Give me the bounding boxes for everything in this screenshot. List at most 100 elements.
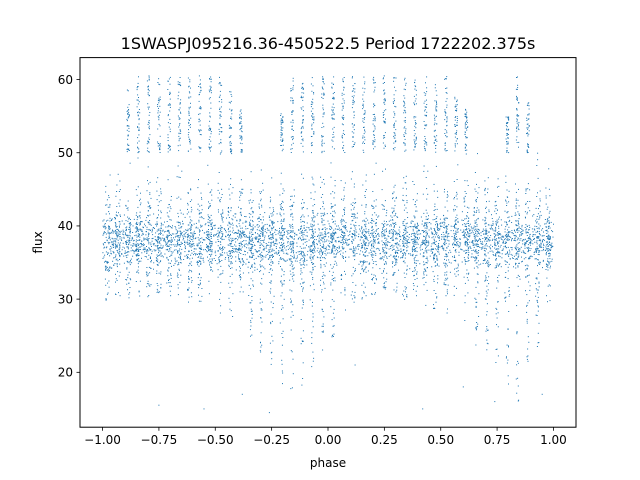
data-point xyxy=(232,227,234,229)
data-point xyxy=(179,177,181,178)
data-point xyxy=(320,263,322,265)
data-point xyxy=(332,246,334,248)
data-point xyxy=(149,230,151,231)
data-point xyxy=(220,228,222,230)
data-point xyxy=(482,246,484,248)
data-point xyxy=(325,248,327,250)
data-point xyxy=(177,242,179,244)
data-point xyxy=(211,236,212,238)
data-point xyxy=(191,280,193,281)
data-point xyxy=(469,247,471,249)
data-point xyxy=(237,239,239,241)
data-point xyxy=(331,275,333,277)
data-point xyxy=(400,257,402,259)
data-point xyxy=(412,228,414,230)
data-point xyxy=(147,86,149,88)
data-point xyxy=(378,235,380,237)
data-point xyxy=(127,148,129,150)
data-point xyxy=(194,238,196,240)
data-point xyxy=(252,228,254,230)
data-point xyxy=(175,227,177,229)
data-point xyxy=(392,222,394,224)
data-point xyxy=(237,230,239,232)
data-point xyxy=(148,151,150,153)
data-point xyxy=(448,240,450,242)
data-point xyxy=(314,239,315,241)
data-point xyxy=(231,222,233,224)
data-point xyxy=(445,239,447,241)
data-point xyxy=(322,77,324,79)
data-point xyxy=(533,238,535,240)
data-point xyxy=(321,239,323,241)
data-point xyxy=(333,246,335,248)
data-point xyxy=(179,118,181,120)
data-point xyxy=(116,226,118,227)
data-point xyxy=(425,240,427,242)
data-point xyxy=(130,247,132,249)
data-point xyxy=(113,257,115,259)
data-point xyxy=(395,259,397,261)
data-point xyxy=(135,250,137,252)
data-point xyxy=(302,236,304,238)
data-point xyxy=(147,106,149,108)
data-point xyxy=(506,241,507,243)
data-point xyxy=(283,298,285,300)
data-point xyxy=(518,227,520,229)
data-point xyxy=(218,211,219,213)
data-point xyxy=(116,235,118,237)
data-point xyxy=(232,293,234,295)
data-point xyxy=(241,151,243,153)
data-point xyxy=(547,250,549,252)
data-point xyxy=(156,221,158,223)
data-point xyxy=(468,223,469,224)
data-point xyxy=(270,288,272,290)
data-point xyxy=(241,118,242,120)
data-point xyxy=(207,245,209,247)
data-point xyxy=(209,78,211,80)
data-point xyxy=(241,139,243,141)
data-point xyxy=(271,222,273,224)
data-point xyxy=(202,239,204,241)
data-point xyxy=(157,177,159,179)
data-point xyxy=(523,239,525,241)
data-point xyxy=(132,243,134,245)
data-point xyxy=(180,227,182,229)
data-point xyxy=(228,266,230,268)
data-point xyxy=(540,245,542,247)
data-point xyxy=(191,234,193,236)
data-point xyxy=(221,131,223,133)
data-point xyxy=(476,225,478,227)
data-point xyxy=(107,206,109,208)
data-point xyxy=(326,213,328,215)
data-point xyxy=(330,284,332,286)
data-point xyxy=(333,232,335,234)
data-point xyxy=(551,246,552,248)
data-point xyxy=(419,247,421,249)
data-point xyxy=(273,240,275,242)
data-point xyxy=(205,223,207,225)
data-point xyxy=(261,204,263,206)
data-point xyxy=(218,172,220,173)
data-point xyxy=(235,256,237,258)
data-point xyxy=(300,228,301,230)
data-point xyxy=(119,180,121,182)
data-point xyxy=(168,267,170,269)
data-point xyxy=(262,273,264,275)
data-point xyxy=(313,184,315,186)
data-point xyxy=(300,343,302,345)
data-point xyxy=(126,208,128,209)
data-point xyxy=(367,255,369,257)
data-point xyxy=(412,226,414,228)
data-point xyxy=(228,217,230,218)
data-point xyxy=(145,271,147,273)
data-point xyxy=(332,191,334,193)
data-point xyxy=(466,234,468,236)
data-point xyxy=(292,304,294,306)
data-point xyxy=(301,207,303,209)
data-point xyxy=(214,234,216,236)
data-point xyxy=(244,221,246,223)
data-point xyxy=(116,184,118,186)
data-point xyxy=(237,249,239,251)
data-point xyxy=(128,282,130,284)
data-point xyxy=(208,239,210,240)
